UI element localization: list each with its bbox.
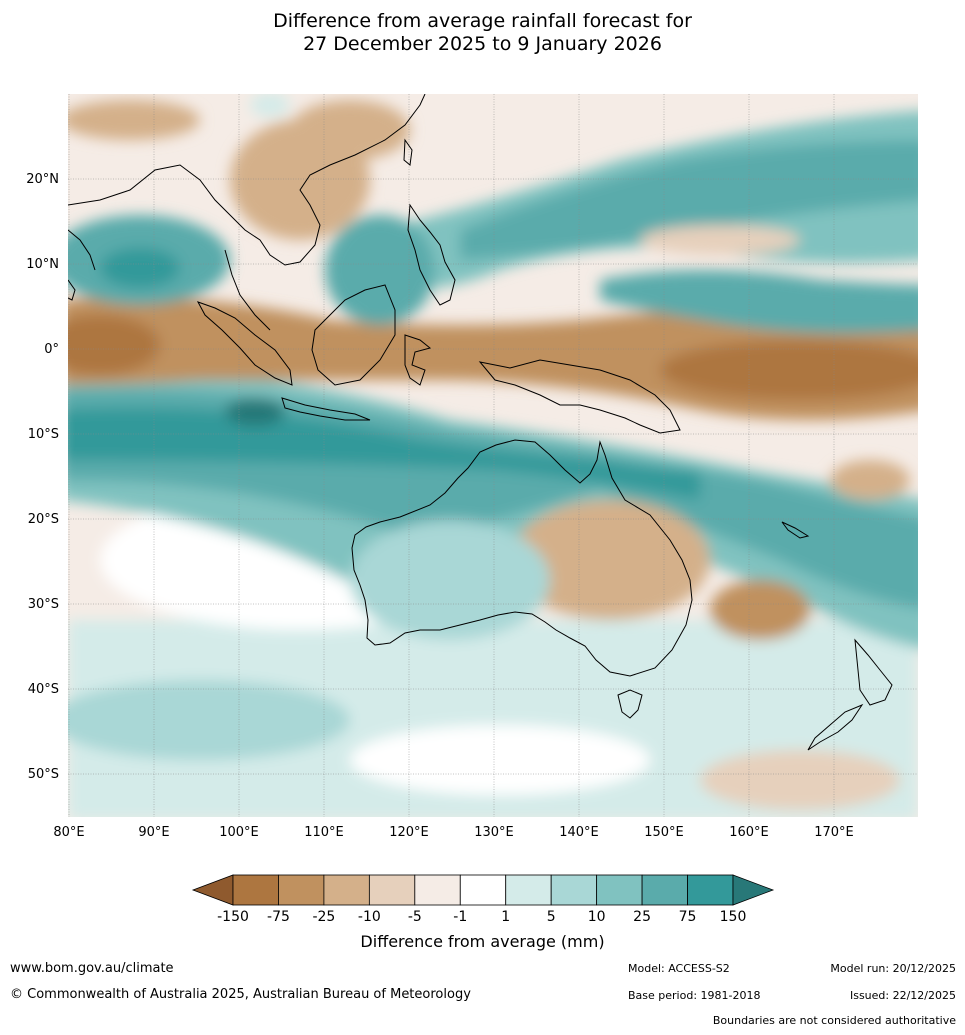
colorbar-tick-label: 1 (501, 909, 510, 925)
colorbar: -150 -75 -25 -10 -5 -1 1 5 10 25 75 150 (191, 874, 775, 925)
southern-wet-blob-west (68, 680, 350, 760)
anomaly-field (68, 94, 918, 817)
colorbar-cell (368, 874, 416, 906)
tropical-wet-band-core (68, 408, 700, 500)
new-guinea-coastline (478, 359, 681, 434)
new-zealand-north-coastline (854, 638, 893, 706)
title-line-2: 27 December 2025 to 9 January 2026 (303, 33, 662, 55)
latitude-labels: 20°N 10°N 0° 10°S 20°S 30°S 40°S 50°S (26, 172, 59, 782)
colorbar-cell (596, 874, 643, 906)
southern-dry-blob-east (700, 750, 900, 810)
copyright-text: © Commonwealth of Australia 2025, Austra… (10, 987, 471, 1002)
malay-peninsula-coastline (224, 249, 271, 331)
lon-label-120e: 120°E (389, 825, 429, 840)
colorbar-tick-label: -25 (312, 909, 335, 925)
colorbar-tick-label: -5 (408, 909, 422, 925)
western-australia-wet (350, 520, 550, 640)
colorbar-cell (278, 874, 325, 906)
tibet-wet-patch (250, 94, 290, 117)
borneo-coastline (311, 284, 396, 386)
west-pacific-dry-patch (640, 225, 800, 255)
colorbar-cell (459, 874, 507, 906)
title-line-1: Difference from average rainfall forecas… (273, 10, 692, 32)
lat-label-10s: 10°S (28, 427, 59, 442)
colorbar-tick-labels: -150 -75 -25 -10 -5 -1 1 5 10 25 75 150 (217, 909, 746, 925)
fiji-dry-patch (830, 460, 910, 500)
model-name: Model: ACCESS-S2 (628, 962, 730, 975)
colorbar-tick-label: 5 (547, 909, 556, 925)
sumatra-coastline (196, 301, 293, 386)
colorbar-tick-label: -75 (267, 909, 290, 925)
website-link[interactable]: www.bom.gov.au/climate (10, 961, 174, 976)
colorbar-extend-low (191, 874, 234, 906)
colorbar-tick-label: 10 (588, 909, 606, 925)
lat-label-20n: 20°N (26, 172, 59, 187)
south-china-dry (290, 100, 410, 160)
sri-lanka-coastline (68, 279, 76, 301)
south-china-sea-wet (325, 215, 435, 325)
lon-label-130e: 130°E (474, 825, 514, 840)
boundaries-disclaimer: Boundaries are not considered authoritat… (712, 1014, 956, 1027)
graticule (68, 94, 918, 817)
model-run-date: Model run: 20/12/2025 (830, 962, 956, 975)
colorbar-cells (232, 874, 734, 906)
lat-label-0: 0° (44, 342, 59, 357)
heavy-rain-core (225, 398, 285, 426)
india-coastline (68, 229, 96, 271)
issued-date: Issued: 22/12/2025 (849, 989, 956, 1002)
mainland-asia-coastline (68, 94, 426, 266)
map-title: Difference from average rainfall forecas… (0, 10, 965, 56)
lat-label-10n: 10°N (26, 257, 59, 272)
sulawesi-coastline (404, 334, 432, 386)
eastern-australia-dry (510, 500, 710, 620)
base-period: Base period: 1981-2018 (628, 989, 761, 1002)
colorbar-tick-label: 25 (633, 909, 651, 925)
colorbar-cell (232, 874, 279, 906)
colorbar-cell (641, 874, 688, 906)
lat-label-50s: 50°S (28, 767, 59, 782)
colorbar-tick-label: -150 (217, 909, 249, 925)
coastlines (68, 94, 893, 751)
lat-label-40s: 40°S (28, 682, 59, 697)
lat-label-30s: 30°S (28, 597, 59, 612)
colorbar-tick-label: -10 (358, 909, 381, 925)
colorbar-tick-label: -1 (453, 909, 467, 925)
colorbar-cell (505, 874, 552, 906)
tasmania-coastline (617, 689, 643, 719)
colorbar-tick-label: 150 (720, 909, 747, 925)
colorbar-extend-high (732, 874, 775, 906)
taiwan-coastline (403, 138, 413, 166)
java-coastline (281, 397, 371, 421)
southern-neutral-blob (350, 725, 650, 795)
colorbar-tick-label: 75 (679, 909, 697, 925)
lon-label-90e: 90°E (138, 825, 169, 840)
lon-label-100e: 100°E (219, 825, 259, 840)
lon-label-170e: 170°E (814, 825, 854, 840)
itcz-wet-streak (600, 270, 918, 334)
australia-coastline (351, 439, 693, 677)
longitude-labels: 80°E 90°E 100°E 110°E 120°E 130°E 140°E … (53, 825, 853, 840)
tasman-dry (710, 580, 810, 640)
lon-label-110e: 110°E (304, 825, 344, 840)
himalaya-dry (68, 100, 200, 140)
lon-label-160e: 160°E (729, 825, 769, 840)
colorbar-cell (323, 874, 370, 906)
new-zealand-south-coastline (807, 703, 864, 751)
colorbar-cell (414, 874, 461, 906)
lon-label-140e: 140°E (559, 825, 599, 840)
lon-label-150e: 150°E (644, 825, 684, 840)
colorbar-cell (687, 874, 734, 906)
central-pacific-dry-core (660, 340, 918, 400)
bay-of-bengal-wet-core (100, 248, 180, 288)
lon-label-80e: 80°E (53, 825, 84, 840)
philippines-coastline (407, 203, 456, 306)
lat-label-20s: 20°S (28, 512, 59, 527)
colorbar-title: Difference from average (mm) (360, 932, 605, 951)
colorbar-cell (550, 874, 598, 906)
new-caledonia-coastline (781, 521, 810, 539)
west-equatorial-dry-core (68, 315, 160, 375)
north-pacific-wet-core (460, 140, 918, 260)
